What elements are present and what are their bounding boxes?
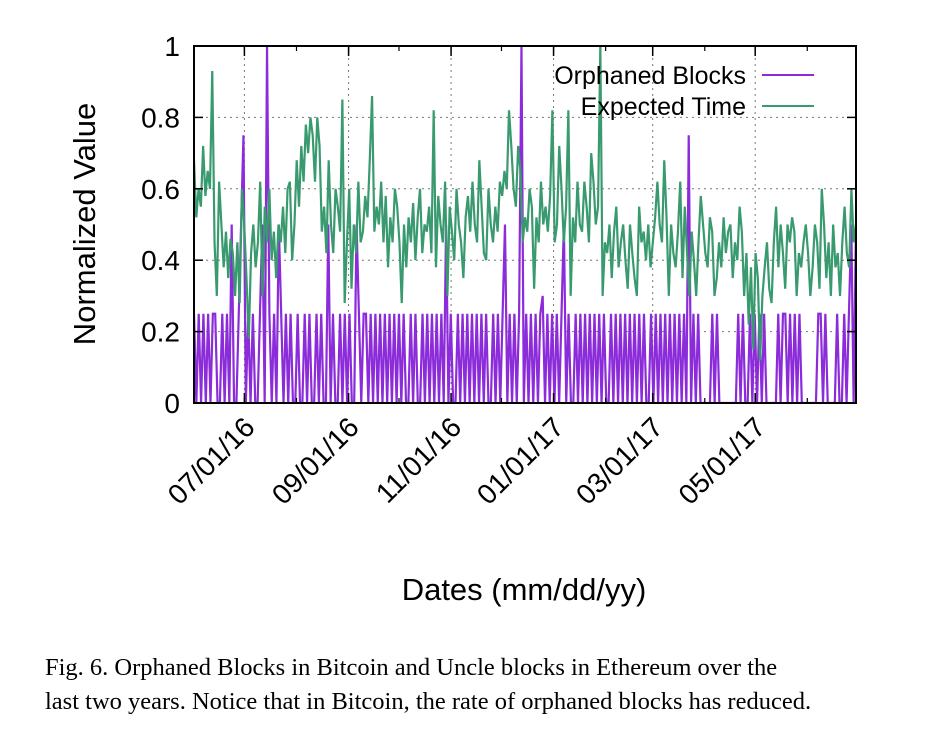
series-line-expected-time — [194, 45, 856, 361]
axis-ticks: 0 0.2 0.4 0.6 0.8 1 07/01/16 09/01/16 11/01/16 01… — [141, 31, 856, 510]
series-lines — [194, 45, 856, 404]
y-tick-label: 1 — [164, 31, 180, 62]
x-tick-label: 01/01/17 — [471, 411, 570, 510]
plot-frame — [193, 45, 857, 404]
caption-line-2: last two years. Notice that in Bitcoin, … — [45, 688, 812, 715]
legend-label-orphaned-blocks: Orphaned Blocks — [554, 62, 746, 90]
y-tick-label: 0.6 — [141, 174, 180, 205]
y-axis-label: Normalized Value — [67, 103, 102, 345]
y-tick-label: 0.2 — [141, 317, 180, 348]
x-tick-label: 05/01/17 — [672, 411, 771, 510]
legend: Orphaned Blocks Expected Time — [554, 62, 814, 121]
caption-line-1: Fig. 6. Orphaned Blocks in Bitcoin and U… — [45, 654, 778, 681]
x-tick-label: 11/01/16 — [370, 411, 468, 509]
x-axis-label: Dates (mm/dd/yy) — [402, 572, 647, 607]
y-tick-label: 0 — [164, 388, 180, 419]
x-tick-label: 09/01/16 — [266, 411, 365, 510]
x-tick-label: 07/01/16 — [162, 411, 261, 510]
y-tick-label: 0.8 — [141, 102, 180, 133]
y-tick-label: 0.4 — [141, 245, 180, 276]
x-tick-label: 03/01/17 — [570, 411, 669, 510]
figure-caption: Fig. 6. Orphaned Blocks in Bitcoin and U… — [45, 651, 935, 719]
line-chart: 0 0.2 0.4 0.6 0.8 1 07/01/16 09/01/16 11/01/16 01… — [67, 31, 857, 607]
legend-label-expected-time: Expected Time — [581, 93, 746, 121]
